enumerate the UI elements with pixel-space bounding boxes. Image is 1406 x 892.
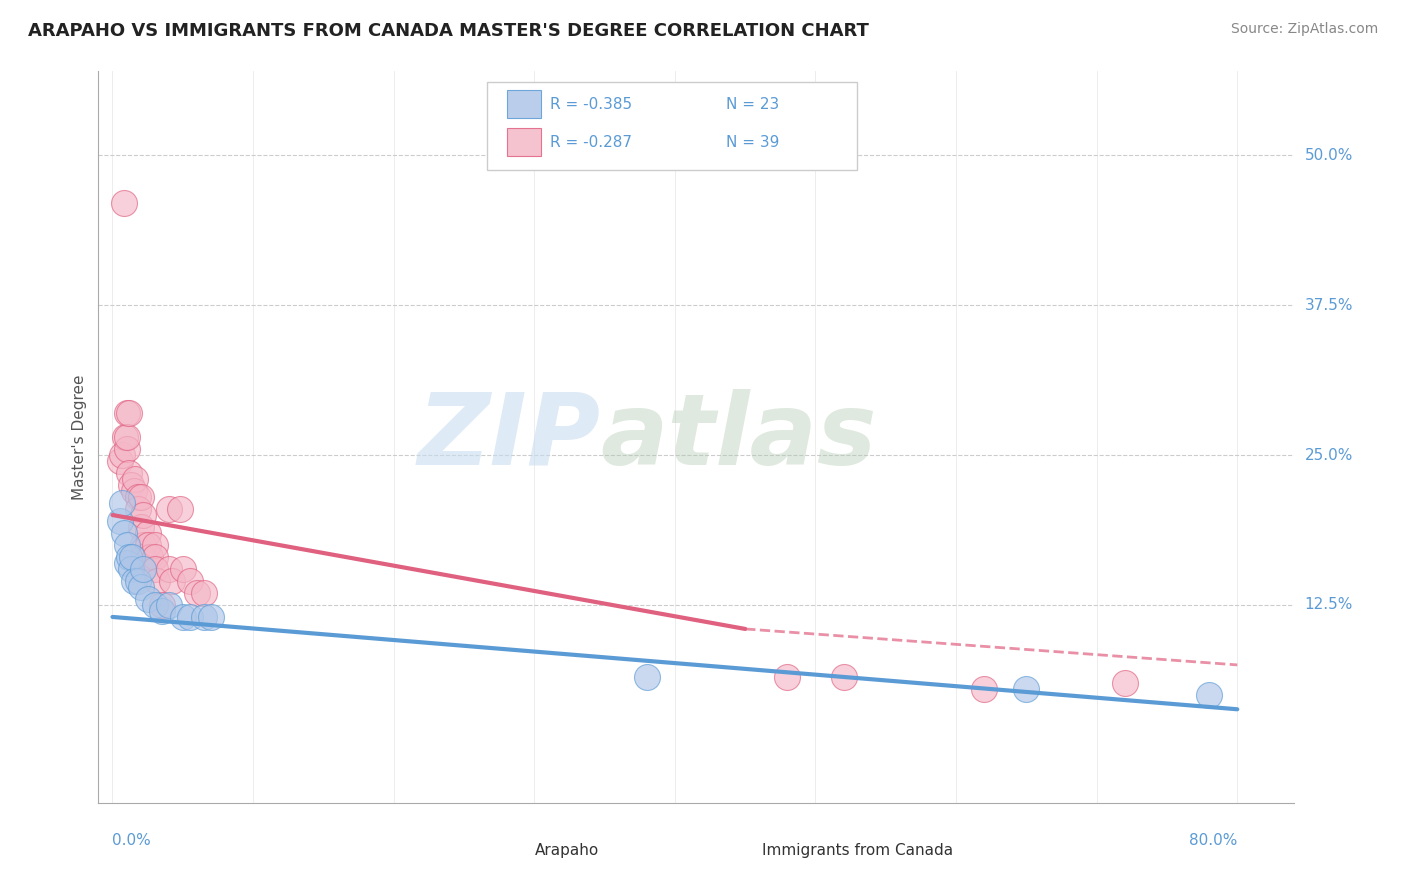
Point [143,562,166,576]
Point [150,604,173,618]
Point [160,574,183,588]
Point [129,490,152,504]
Point [172,562,194,576]
FancyBboxPatch shape [486,82,858,170]
Text: 80.0%: 80.0% [1189,833,1237,848]
Text: atlas: atlas [600,389,877,485]
Point [776,670,799,684]
Point [136,526,159,541]
Point [115,538,138,552]
Point [108,454,131,468]
Text: R = -0.287: R = -0.287 [550,135,633,150]
Point [115,442,138,456]
Point [127,574,149,588]
Point [179,574,201,588]
Point [139,549,162,564]
Point [143,549,166,564]
Point [136,538,159,552]
Point [129,520,152,534]
FancyBboxPatch shape [508,90,541,118]
Point [114,430,136,444]
Point [121,549,143,564]
Point [1114,676,1136,690]
Point [636,670,658,684]
Y-axis label: Master's Degree: Master's Degree [72,375,87,500]
Text: ZIP: ZIP [418,389,600,485]
Point [120,562,142,576]
Point [973,681,995,696]
Point [108,514,131,528]
Point [136,591,159,606]
Point [1015,681,1038,696]
Point [129,580,152,594]
Text: Arapaho: Arapaho [534,843,599,858]
Point [169,502,191,516]
Point [127,490,149,504]
Text: 0.0%: 0.0% [112,833,152,848]
Point [120,478,142,492]
Point [111,448,134,462]
Point [832,670,855,684]
Text: Immigrants from Canada: Immigrants from Canada [762,843,953,858]
Point [127,502,149,516]
Point [157,598,180,612]
Point [200,610,222,624]
FancyBboxPatch shape [494,840,526,863]
Point [132,538,155,552]
Text: ARAPAHO VS IMMIGRANTS FROM CANADA MASTER'S DEGREE CORRELATION CHART: ARAPAHO VS IMMIGRANTS FROM CANADA MASTER… [28,22,869,40]
Point [118,406,141,420]
Point [115,406,138,420]
Point [115,556,138,570]
FancyBboxPatch shape [720,840,754,863]
Point [118,549,141,564]
Point [143,538,166,552]
Point [172,610,194,624]
Point [193,610,215,624]
Point [124,472,146,486]
Text: Source: ZipAtlas.com: Source: ZipAtlas.com [1230,22,1378,37]
Point [150,598,173,612]
Point [122,483,145,498]
Point [193,586,215,600]
Point [132,508,155,522]
Point [132,562,155,576]
Text: N = 23: N = 23 [725,96,779,112]
FancyBboxPatch shape [508,128,541,156]
Point [132,549,155,564]
Point [143,598,166,612]
Text: 12.5%: 12.5% [1305,598,1353,613]
Point [122,574,145,588]
Point [157,502,180,516]
Point [115,430,138,444]
Point [179,610,201,624]
Text: N = 39: N = 39 [725,135,779,150]
Point [186,586,208,600]
Point [1198,688,1220,702]
Point [146,574,169,588]
Text: R = -0.385: R = -0.385 [550,96,633,112]
Point [157,562,180,576]
Text: 25.0%: 25.0% [1305,448,1353,463]
Point [112,526,135,541]
Point [118,466,141,480]
Point [111,496,134,510]
Point [112,196,135,211]
Text: 50.0%: 50.0% [1305,148,1353,163]
Text: 37.5%: 37.5% [1305,298,1353,313]
